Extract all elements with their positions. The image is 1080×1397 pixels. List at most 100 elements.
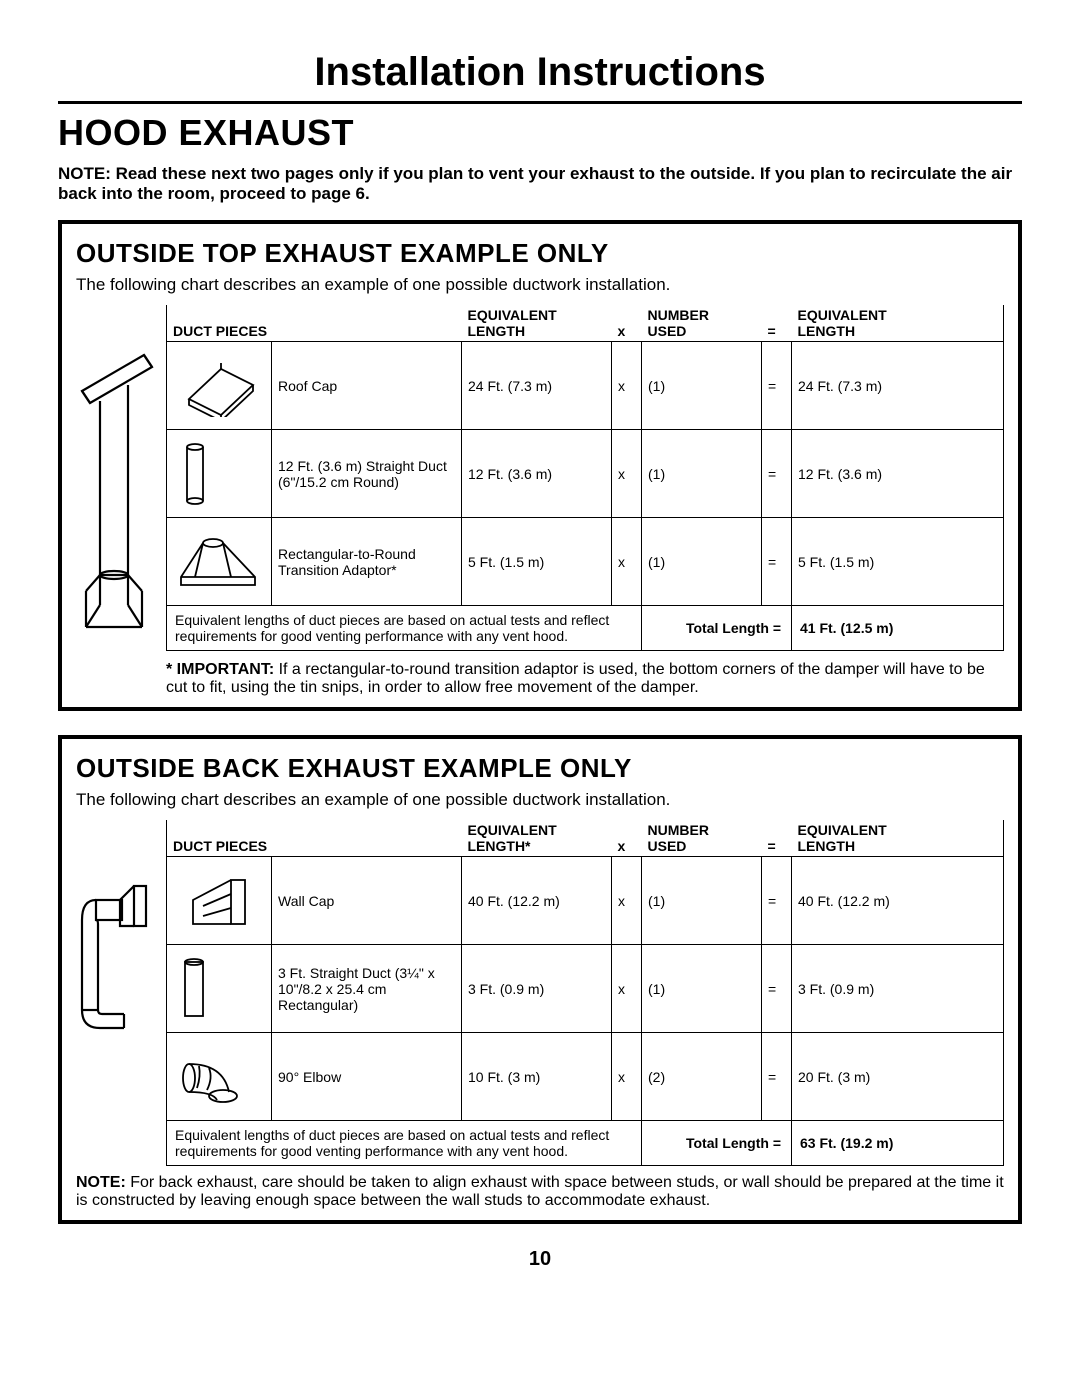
back-note-body: For back exhaust, care should be taken t… [76, 1174, 1004, 1209]
row-eq: = [762, 430, 792, 518]
col-eq-len-star: EQUIVALENT LENGTH* [462, 820, 612, 857]
back-exhaust-title: OUTSIDE BACK EXHAUST EXAMPLE ONLY [76, 753, 1004, 784]
col-num: NUMBER USED [642, 305, 762, 342]
row-name: Roof Cap [272, 342, 462, 430]
row-eqlen: 24 Ft. (7.3 m) [462, 342, 612, 430]
table-row: 3 Ft. Straight Duct (3¼" x 10"/8.2 x 25.… [167, 945, 1004, 1033]
note-body: Read these next two pages only if you pl… [58, 164, 1012, 203]
row-num: (1) [642, 430, 762, 518]
row-eq: = [762, 342, 792, 430]
back-note: NOTE: For back exhaust, care should be t… [76, 1174, 1004, 1210]
back-chart-wrap: DUCT PIECES EQUIVALENT LENGTH* x NUMBER … [76, 820, 1004, 1166]
row-res: 12 Ft. (3.6 m) [792, 430, 1004, 518]
row-eqlen: 5 Ft. (1.5 m) [462, 518, 612, 606]
row-res: 5 Ft. (1.5 m) [792, 518, 1004, 606]
row-op: x [612, 430, 642, 518]
back-diagram [76, 820, 166, 1040]
page-root: Installation Instructions HOOD EXHAUST N… [0, 0, 1080, 1301]
table-row: Rectangular-to-Round Transition Adaptor*… [167, 518, 1004, 606]
back-exhaust-desc: The following chart describes an example… [76, 790, 1004, 810]
top-exhaust-box: OUTSIDE TOP EXHAUST EXAMPLE ONLY The fol… [58, 220, 1022, 711]
total-label: Total Length = [642, 1121, 792, 1166]
roof-cap-icon [167, 342, 272, 430]
top-duct-table: DUCT PIECES EQUIVALENT LENGTH x NUMBER U… [166, 305, 1004, 651]
row-name: Rectangular-to-Round Transition Adaptor* [272, 518, 462, 606]
row-op: x [612, 857, 642, 945]
back-exhaust-box: OUTSIDE BACK EXHAUST EXAMPLE ONLY The fo… [58, 735, 1022, 1224]
footnote-cell: Equivalent lengths of duct pieces are ba… [167, 606, 642, 651]
top-note: NOTE: Read these next two pages only if … [58, 164, 1022, 204]
table-row: 12 Ft. (3.6 m) Straight Duct (6"/15.2 cm… [167, 430, 1004, 518]
table-footer-row: Equivalent lengths of duct pieces are ba… [167, 1121, 1004, 1166]
row-op: x [612, 1033, 642, 1121]
row-eqlen: 10 Ft. (3 m) [462, 1033, 612, 1121]
row-res: 3 Ft. (0.9 m) [792, 945, 1004, 1033]
back-duct-table: DUCT PIECES EQUIVALENT LENGTH* x NUMBER … [166, 820, 1004, 1166]
wall-cap-icon [167, 857, 272, 945]
table-footer-row: Equivalent lengths of duct pieces are ba… [167, 606, 1004, 651]
row-op: x [612, 518, 642, 606]
row-num: (1) [642, 342, 762, 430]
row-num: (1) [642, 857, 762, 945]
row-eqlen: 3 Ft. (0.9 m) [462, 945, 612, 1033]
row-num: (1) [642, 518, 762, 606]
row-name: 12 Ft. (3.6 m) Straight Duct (6"/15.2 cm… [272, 430, 462, 518]
table-row: Roof Cap 24 Ft. (7.3 m) x (1) = 24 Ft. (… [167, 342, 1004, 430]
row-op: x [612, 342, 642, 430]
note-prefix: NOTE: [58, 164, 111, 183]
row-name: 90° Elbow [272, 1033, 462, 1121]
row-op: x [612, 945, 642, 1033]
main-title: Installation Instructions [58, 50, 1022, 104]
col-num: NUMBER USED [642, 820, 762, 857]
col-x: x [612, 820, 642, 857]
row-res: 24 Ft. (7.3 m) [792, 342, 1004, 430]
row-name: 3 Ft. Straight Duct (3¼" x 10"/8.2 x 25.… [272, 945, 462, 1033]
row-eqlen: 12 Ft. (3.6 m) [462, 430, 612, 518]
row-eq: = [762, 945, 792, 1033]
row-name: Wall Cap [272, 857, 462, 945]
col-duct-pieces: DUCT PIECES [167, 820, 462, 857]
footnote-text: Equivalent lengths of duct pieces are ba… [175, 612, 633, 644]
top-exhaust-desc: The following chart describes an example… [76, 275, 1004, 295]
important-note: * IMPORTANT: If a rectangular-to-round t… [166, 661, 1004, 697]
important-prefix: * IMPORTANT: [166, 661, 274, 678]
straight-duct-icon [167, 430, 272, 518]
important-body: If a rectangular-to-round transition ada… [166, 661, 985, 696]
row-eq: = [762, 518, 792, 606]
row-eqlen: 40 Ft. (12.2 m) [462, 857, 612, 945]
footnote-cell: Equivalent lengths of duct pieces are ba… [167, 1121, 642, 1166]
col-eq-len: EQUIVALENT LENGTH [462, 305, 612, 342]
top-table-wrap: DUCT PIECES EQUIVALENT LENGTH x NUMBER U… [166, 305, 1004, 651]
col-duct-pieces: DUCT PIECES [167, 305, 462, 342]
transition-adaptor-icon [167, 518, 272, 606]
row-eq: = [762, 1033, 792, 1121]
top-chart-wrap: DUCT PIECES EQUIVALENT LENGTH x NUMBER U… [76, 305, 1004, 651]
row-num: (2) [642, 1033, 762, 1121]
col-res: EQUIVALENT LENGTH [792, 305, 1004, 342]
back-note-prefix: NOTE: [76, 1174, 126, 1191]
back-table-wrap: DUCT PIECES EQUIVALENT LENGTH* x NUMBER … [166, 820, 1004, 1166]
footnote-text: Equivalent lengths of duct pieces are ba… [175, 1127, 633, 1159]
table-header-row: DUCT PIECES EQUIVALENT LENGTH* x NUMBER … [167, 820, 1004, 857]
top-exhaust-title: OUTSIDE TOP EXHAUST EXAMPLE ONLY [76, 238, 1004, 269]
table-row: 90° Elbow 10 Ft. (3 m) x (2) = 20 Ft. (3… [167, 1033, 1004, 1121]
total-value: 63 Ft. (19.2 m) [792, 1121, 1004, 1166]
row-eq: = [762, 857, 792, 945]
col-eq: = [762, 820, 792, 857]
section-title: HOOD EXHAUST [58, 112, 1022, 154]
table-header-row: DUCT PIECES EQUIVALENT LENGTH x NUMBER U… [167, 305, 1004, 342]
elbow-icon [167, 1033, 272, 1121]
back-duct-diagram-icon [76, 880, 164, 1040]
page-number: 10 [58, 1248, 1022, 1271]
rect-duct-icon [167, 945, 272, 1033]
col-eq: = [762, 305, 792, 342]
table-row: Wall Cap 40 Ft. (12.2 m) x (1) = 40 Ft. … [167, 857, 1004, 945]
top-diagram [76, 305, 166, 635]
col-res: EQUIVALENT LENGTH [792, 820, 1004, 857]
row-res: 40 Ft. (12.2 m) [792, 857, 1004, 945]
row-res: 20 Ft. (3 m) [792, 1033, 1004, 1121]
col-x: x [612, 305, 642, 342]
row-num: (1) [642, 945, 762, 1033]
total-label: Total Length = [642, 606, 792, 651]
total-value: 41 Ft. (12.5 m) [792, 606, 1004, 651]
